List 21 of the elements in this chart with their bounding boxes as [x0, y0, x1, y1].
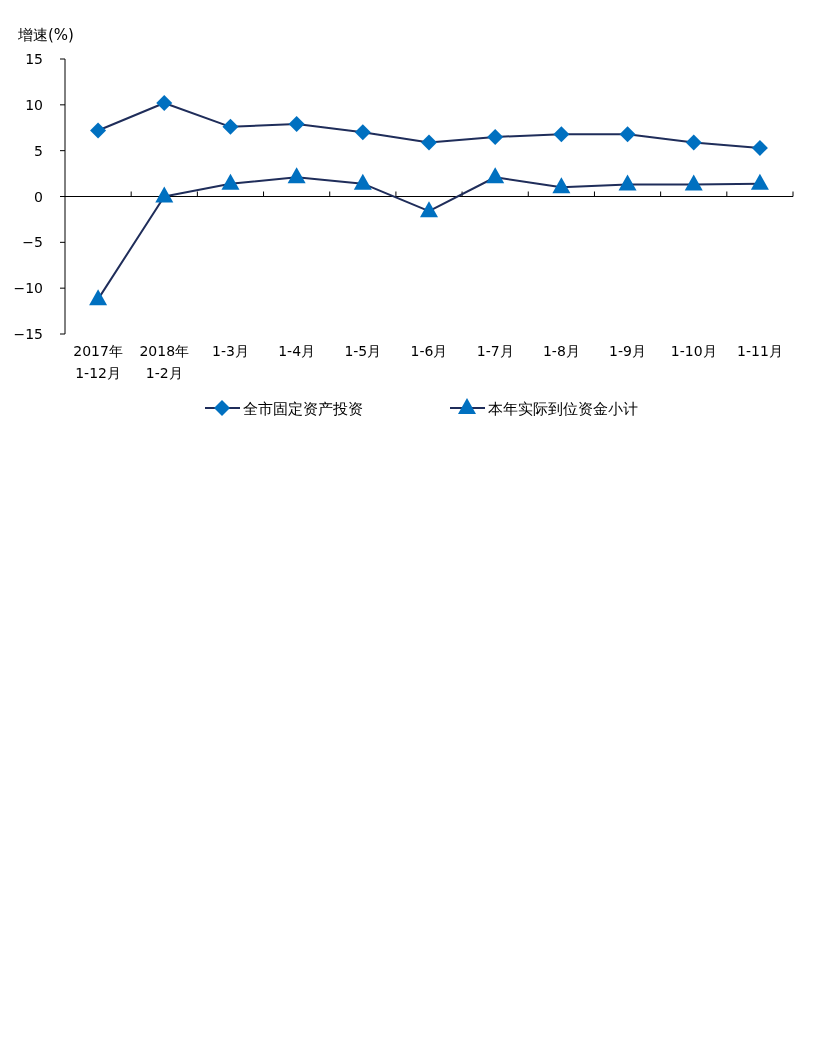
y-tick-label: 5: [34, 142, 43, 159]
y-tick-label: 10: [25, 96, 43, 113]
x-tick-label: 1-7月: [476, 343, 514, 359]
y-axis-title: 增速(%): [17, 26, 74, 44]
x-tick-label: 1-5月: [344, 343, 382, 359]
y-tick-label: −15: [13, 326, 43, 342]
x-tick-label: 1-3月: [212, 343, 249, 359]
x-tick-label: 1-9月: [609, 343, 646, 359]
x-tick-label: 1-4月: [278, 343, 316, 359]
x-tick-label: 1-10月: [670, 343, 717, 359]
y-tick-label: 15: [25, 51, 43, 67]
x-tick-label: 2017年 1-12月: [73, 343, 123, 381]
y-tick-label: −10: [13, 280, 43, 297]
x-tick-label: 1-6月: [410, 343, 448, 359]
legend-label: 全市固定资产投资: [243, 400, 363, 418]
x-tick-label: 1-8月: [542, 343, 580, 359]
x-tick-label: 2018年 1-2月: [139, 343, 190, 381]
legend-label: 本年实际到位资金小计: [488, 400, 638, 418]
y-tick-label: −5: [22, 234, 43, 251]
y-tick-label: 0: [34, 188, 43, 205]
x-tick-label: 1-11月: [737, 343, 783, 359]
